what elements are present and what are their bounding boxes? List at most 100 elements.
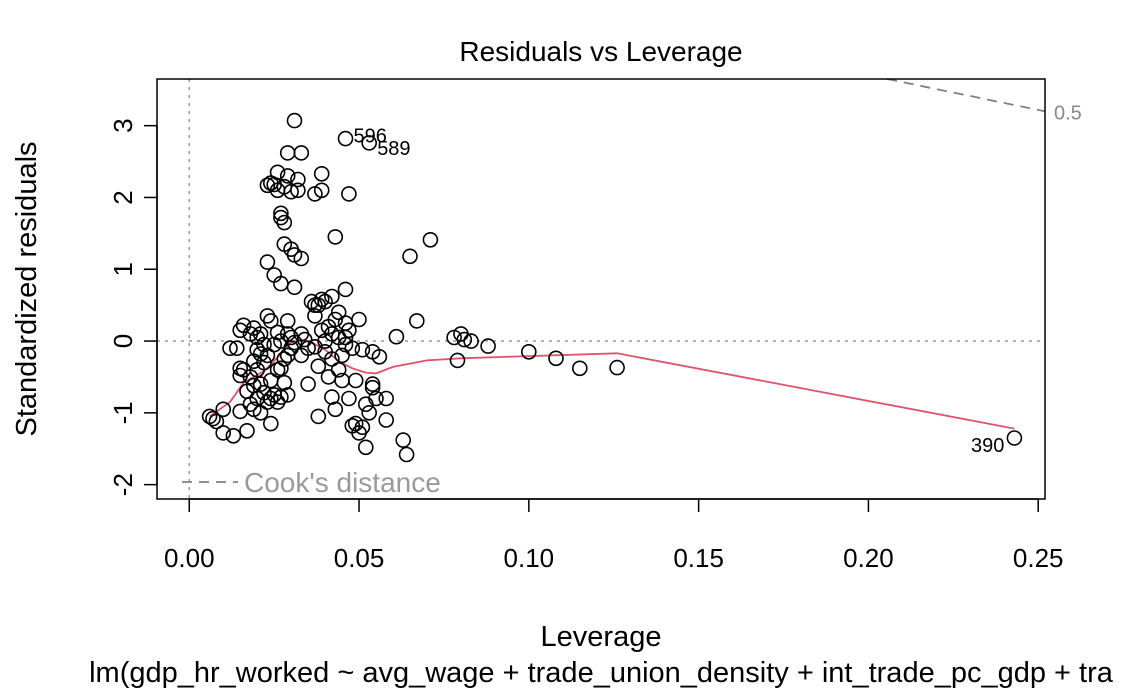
y-axis-title: Standardized residuals [11, 141, 43, 436]
y-tick-label: 2 [108, 190, 138, 204]
data-point [283, 183, 299, 200]
data-point [279, 168, 296, 184]
data-point [286, 279, 303, 296]
data-point [276, 351, 293, 367]
data-point [449, 352, 466, 369]
data-point [252, 376, 269, 392]
data-point [279, 387, 296, 403]
plot-region [157, 79, 1045, 499]
x-tick-label: 0.00 [164, 543, 215, 573]
data-point [388, 328, 405, 345]
data-point [313, 182, 330, 199]
data-point [320, 369, 337, 385]
data-point [269, 164, 286, 181]
y-axis: -2 -1 0 1 2 3 [108, 118, 158, 496]
data-point [548, 350, 564, 367]
data-point [456, 331, 473, 348]
data-point [286, 112, 303, 129]
data-point [364, 376, 381, 392]
data-point [259, 254, 276, 270]
data-point [402, 248, 418, 265]
data-point [293, 250, 310, 267]
data-point [571, 360, 588, 377]
data-point [307, 308, 323, 324]
data-point [259, 308, 276, 324]
data-point [351, 311, 367, 328]
data-point [259, 177, 276, 194]
plot-title: Residuals vs Leverage [459, 36, 742, 67]
data-point [300, 376, 316, 392]
data-point [273, 205, 289, 222]
data-point [341, 186, 357, 202]
data-point [208, 413, 225, 430]
data-point [408, 313, 425, 329]
data-point [334, 347, 350, 364]
data-point [327, 229, 344, 245]
cooks-distance-contour [886, 79, 1045, 113]
data-point [327, 311, 344, 328]
data-point [463, 333, 479, 349]
data-point [354, 341, 371, 358]
y-tick-label: 0 [108, 334, 138, 348]
data-point [361, 404, 378, 421]
data-point [215, 401, 231, 418]
point-label-390: 390 [971, 435, 1004, 457]
data-point [378, 390, 395, 407]
data-point [422, 232, 439, 248]
data-point [337, 130, 354, 147]
cooks-contour-label: 0.5 [1054, 102, 1082, 124]
point-label-589: 589 [377, 138, 410, 160]
data-point [361, 135, 378, 151]
y-tick-label: -2 [108, 473, 138, 496]
data-point [398, 446, 415, 463]
data-point [313, 291, 330, 308]
x-tick-label: 0.10 [504, 543, 555, 573]
data-point [269, 324, 286, 341]
data-point [300, 340, 316, 357]
data-point [341, 390, 357, 407]
data-point [520, 343, 537, 360]
data-point [357, 439, 374, 456]
data-point [310, 358, 327, 375]
legend-label: Cook's distance [244, 467, 441, 498]
y-tick-label: 3 [108, 118, 138, 132]
data-point [252, 346, 269, 362]
data-point [256, 336, 272, 353]
data-point [609, 359, 625, 376]
data-point [256, 354, 272, 371]
data-point [273, 209, 289, 226]
data-point [337, 281, 354, 298]
point-label-596: 596 [354, 126, 387, 148]
data-point [222, 340, 238, 357]
data-point [296, 331, 313, 348]
data-point [327, 401, 344, 418]
x-tick-label: 0.25 [1013, 543, 1064, 573]
x-axis-title: Leverage [541, 621, 662, 653]
data-point [290, 171, 306, 188]
x-tick-label: 0.20 [843, 543, 894, 573]
data-point [371, 348, 388, 365]
x-axis: 0.00 0.05 0.10 0.15 0.20 0.25 [164, 498, 1064, 573]
data-point [273, 360, 289, 377]
data-point [310, 408, 327, 425]
y-tick-label: 1 [108, 262, 138, 276]
data-point [395, 432, 412, 448]
data-point [378, 412, 395, 428]
x-tick-label: 0.15 [673, 543, 724, 573]
data-point [480, 338, 496, 354]
y-tick-label: -1 [108, 401, 138, 424]
data-point [239, 422, 255, 439]
data-point [262, 415, 279, 432]
data-point [293, 145, 310, 161]
data-point [354, 419, 371, 436]
cooks-distance-legend: Cook's distance [182, 467, 441, 498]
data-point [368, 390, 384, 407]
data-point [279, 313, 296, 329]
data-point [225, 427, 242, 444]
x-tick-label: 0.05 [334, 543, 385, 573]
data-point [290, 182, 306, 199]
data-point [279, 145, 296, 161]
data-point [1006, 430, 1023, 446]
data-point [330, 361, 347, 378]
